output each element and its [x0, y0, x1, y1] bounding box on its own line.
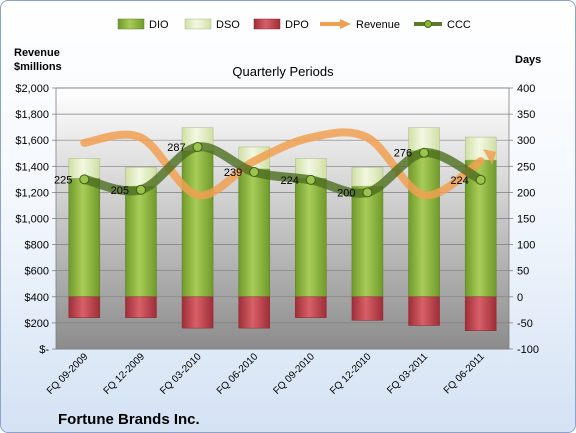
ccc-data-label: 287 [167, 142, 185, 154]
bar-dpo [351, 296, 384, 321]
left-tick-label: $1,600 [15, 135, 49, 147]
x-tick-label: FQ 12-2010 [328, 351, 374, 397]
left-tick-label: $2,000 [15, 83, 49, 95]
right-tick-label: -50 [517, 318, 533, 330]
legend: DIO DSO DPO Revenue CCC [117, 18, 471, 31]
left-tick-label: $1,200 [15, 187, 49, 199]
ccc-data-label: 224 [450, 175, 468, 187]
right-tick-label: 100 [517, 240, 535, 252]
legend-label-revenue: Revenue [356, 19, 400, 31]
left-tick-label: $1,000 [15, 214, 49, 226]
bar-dpo [68, 296, 101, 318]
x-tick-label: FQ 09-2010 [271, 351, 317, 397]
y-right-label: Days [515, 54, 541, 66]
legend-swatch-dso [184, 18, 212, 30]
bar-dio [181, 150, 214, 298]
bar-dpo [295, 296, 327, 318]
legend-label-dso: DSO [216, 19, 240, 31]
legend-swatch-dio [117, 18, 145, 30]
right-tick-label: -100 [517, 344, 539, 356]
series-lines [79, 128, 497, 200]
x-tick-label: FQ 09-2009 [45, 351, 91, 397]
bar-dio [238, 168, 270, 298]
left-tick-label: $- [39, 344, 49, 356]
bar-dpo [408, 296, 440, 326]
ccc-data-labels: 225 205 287 239 224 200 276 224 [54, 142, 469, 199]
right-axis-ticks: 400 350 300 250 200 150 100 50 0 -50 -100 [509, 83, 539, 356]
bar-dso [408, 127, 440, 151]
ccc-data-label: 276 [394, 148, 412, 160]
bar-dpo [125, 296, 157, 318]
legend-label-dio: DIO [149, 19, 169, 31]
bar-dio [351, 185, 384, 298]
x-tick-label: FQ 03-2010 [158, 351, 204, 397]
x-axis-ticks: FQ 09-2009 FQ 12-2009 FQ 03-2010 FQ 06-2010… [45, 351, 487, 397]
y-left-label-line2: $millions [14, 61, 62, 73]
x-tick-label: FQ 12-2009 [102, 351, 148, 397]
ccc-point [475, 174, 486, 185]
left-tick-label: $800 [25, 240, 49, 252]
bar-dpo [238, 296, 270, 329]
right-tick-label: 200 [517, 187, 535, 199]
left-tick-label: $200 [25, 318, 49, 330]
bar-dpo [464, 296, 497, 331]
left-tick-label: $400 [25, 292, 49, 304]
right-tick-label: 400 [517, 83, 535, 95]
left-tick-label: $1,800 [15, 109, 49, 121]
legend-swatch-ccc [414, 20, 442, 28]
right-tick-label: 150 [517, 214, 535, 226]
right-tick-label: 350 [517, 109, 535, 121]
y-left-label-line1: Revenue [14, 47, 60, 59]
ccc-point [192, 141, 203, 152]
legend-label-dpo: DPO [285, 19, 309, 31]
right-tick-label: 250 [517, 161, 535, 173]
ccc-point [419, 147, 430, 158]
ccc-point [249, 167, 260, 178]
revenue-arrowhead [482, 149, 497, 165]
ccc-data-label: 224 [280, 175, 298, 187]
x-tick-label: FQ 03-2011 [385, 351, 430, 396]
right-tick-label: 50 [517, 266, 529, 278]
ccc-point [362, 187, 373, 198]
bar-dio [295, 178, 327, 298]
bar-dio [68, 178, 101, 298]
revenue-line [80, 128, 485, 200]
legend-label-ccc: CCC [447, 19, 471, 31]
right-tick-label: 0 [517, 292, 523, 304]
ccc-point [305, 174, 316, 185]
bars [68, 127, 497, 331]
right-tick-label: 300 [517, 135, 535, 147]
ccc-data-label: 205 [111, 185, 129, 197]
bar-dio [125, 185, 157, 298]
ccc-point [79, 174, 90, 185]
ccc-point [135, 184, 146, 195]
left-tick-label: $600 [25, 266, 49, 278]
legend-swatch-dpo [253, 18, 281, 30]
x-tick-label: FQ 06-2011 [442, 351, 487, 396]
bar-dpo [181, 296, 214, 329]
left-axis-ticks: $2,000 $1,800 $1,600 $1,400 $1,200 $1,000 $800… [15, 83, 56, 356]
bar-dio [408, 150, 440, 298]
ccc-data-label: 239 [224, 167, 242, 179]
x-tick-label: FQ 06-2010 [215, 351, 261, 397]
left-tick-label: $1,400 [15, 161, 49, 173]
legend-swatch-revenue [320, 19, 351, 29]
ccc-data-label: 200 [337, 187, 355, 199]
chart-title: Quarterly Periods [232, 64, 334, 79]
bar-dso [351, 167, 384, 187]
ccc-data-label: 225 [54, 174, 72, 186]
company-name: Fortune Brands Inc. [58, 411, 200, 428]
